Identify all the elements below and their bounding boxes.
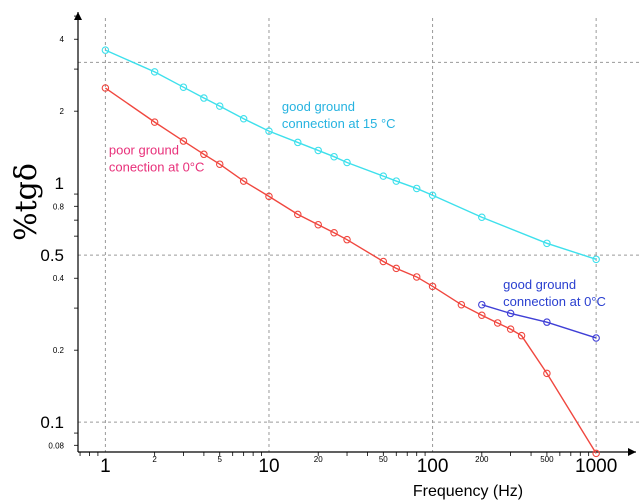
data-point [506, 309, 515, 318]
data-point [179, 83, 188, 91]
x-axis-arrow [628, 448, 636, 456]
data-point [392, 177, 401, 185]
data-point [239, 114, 248, 123]
data-point [592, 449, 600, 458]
data-point [150, 68, 159, 76]
series-line-1 [105, 87, 597, 454]
data-point [517, 331, 526, 340]
x-tick-label: 200 [475, 455, 489, 464]
series-line-2 [481, 304, 597, 339]
data-point [330, 152, 338, 161]
data-point [215, 102, 224, 110]
y-tick-label: 4 [60, 35, 65, 44]
y-tick-label: 1 [55, 174, 64, 193]
data-point [150, 118, 159, 126]
annotation-label: good ground connection at 0°C [503, 277, 606, 309]
data-point [493, 319, 502, 327]
y-tick-label: 0.1 [40, 413, 64, 432]
data-point [314, 220, 322, 229]
series-group [101, 46, 600, 458]
data-point [179, 137, 188, 145]
data-point [592, 334, 600, 342]
data-point [592, 255, 600, 264]
data-point [215, 160, 224, 168]
gridlines [78, 18, 640, 452]
data-point [294, 138, 302, 147]
data-point [343, 158, 351, 167]
data-point [428, 191, 437, 199]
axes [74, 12, 636, 456]
y-tick-label: 2 [60, 107, 65, 116]
y-axis-label: %tgδ [9, 163, 44, 241]
x-tick-label: 2 [152, 455, 157, 464]
data-point [478, 311, 486, 320]
data-point [543, 239, 551, 248]
x-tick-label: 10 [258, 456, 279, 477]
tick-labels: 1 2 5 10 20 50 100 200 500 1000 0.08 0.1 0.2 0.4 0.5 0.… [40, 15, 617, 477]
x-tick-label: 50 [379, 455, 388, 464]
data-point [343, 235, 351, 244]
annotation-label: poor ground conection at 0°C [109, 142, 205, 174]
annotations: good ground connection at 15 °C poor groun… [109, 99, 606, 309]
data-point [379, 172, 388, 180]
x-tick-label: 5 [218, 455, 223, 464]
y-tick-label: 0.4 [53, 274, 65, 283]
annotation-label: good ground connection at 15 °C [282, 99, 396, 131]
data-point [412, 273, 421, 281]
data-point [478, 300, 486, 309]
x-tick-label: 500 [540, 455, 554, 464]
y-tick-label: 0.2 [53, 346, 65, 355]
data-point [101, 46, 110, 54]
x-axis-label: Frequency (Hz) [413, 483, 523, 500]
data-point [543, 369, 551, 378]
data-point [265, 192, 273, 201]
data-point [392, 264, 401, 273]
data-point [294, 210, 302, 219]
data-point [200, 94, 208, 102]
x-tick-label: 100 [417, 456, 449, 477]
data-point [543, 318, 551, 326]
x-tick-label: 1 [100, 456, 111, 477]
data-point [101, 84, 110, 92]
y-tick-label: 0.8 [53, 202, 65, 211]
data-point [506, 325, 515, 333]
series-line-0 [105, 49, 597, 260]
data-point [412, 184, 421, 193]
data-point [200, 150, 208, 159]
data-point [239, 177, 248, 185]
data-point [457, 300, 466, 309]
data-point [330, 229, 338, 237]
data-point [428, 282, 437, 291]
x-tick-label: 1000 [575, 456, 617, 477]
data-point [379, 257, 388, 266]
x-tick-label: 20 [314, 455, 323, 464]
data-point [314, 146, 322, 155]
data-point [265, 127, 273, 135]
y-tick-label: 0.08 [48, 441, 64, 450]
data-point [478, 213, 486, 221]
y-tick-label: 0.5 [40, 246, 64, 265]
